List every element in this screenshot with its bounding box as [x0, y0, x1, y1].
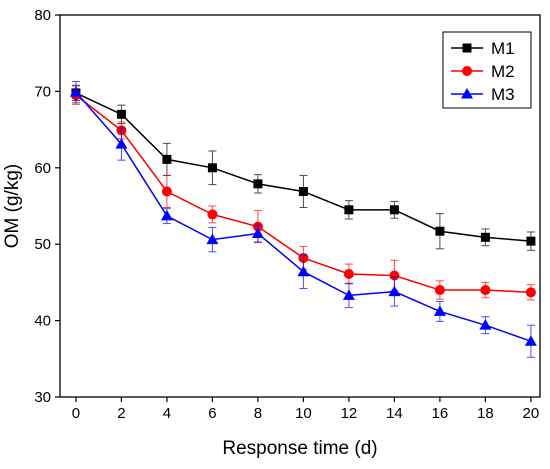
- data-point: [298, 186, 308, 196]
- x-tick-label: 0: [72, 405, 80, 422]
- y-tick-label: 60: [34, 160, 51, 177]
- legend-label: M2: [491, 62, 515, 81]
- data-point: [524, 335, 537, 346]
- y-tick-label: 80: [34, 7, 51, 24]
- data-point: [435, 226, 445, 236]
- x-tick-label: 2: [117, 405, 125, 422]
- y-tick-label: 70: [34, 83, 51, 100]
- y-tick-label: 30: [34, 389, 51, 406]
- data-point: [343, 268, 354, 279]
- x-tick-label: 6: [208, 405, 216, 422]
- data-point: [251, 227, 264, 239]
- x-tick-label: 20: [523, 405, 540, 422]
- data-point: [297, 265, 310, 277]
- x-tick-label: 14: [386, 405, 403, 422]
- data-point: [206, 233, 219, 245]
- data-point: [480, 232, 490, 242]
- y-tick-label: 50: [34, 236, 51, 253]
- series-line: [75, 92, 531, 242]
- data-point: [389, 205, 399, 215]
- legend-item-m1: M1: [451, 39, 515, 58]
- x-axis-title: Response time (d): [222, 438, 377, 459]
- data-point: [480, 285, 491, 296]
- legend: M1 M2 M3: [442, 31, 532, 109]
- data-point: [161, 186, 172, 197]
- data-point: [388, 285, 401, 297]
- x-tick-label: 18: [477, 405, 494, 422]
- data-point: [342, 289, 355, 300]
- legend-item-m3: M3: [451, 85, 515, 104]
- data-point: [525, 287, 536, 298]
- series-layer: [69, 80, 537, 358]
- x-tick-label: 10: [295, 405, 312, 422]
- legend-marker: [462, 66, 472, 76]
- x-tick-label: 8: [254, 405, 262, 422]
- series-line: [75, 91, 532, 342]
- data-point: [479, 319, 492, 330]
- data-point: [162, 154, 172, 164]
- data-point: [207, 163, 217, 173]
- data-point: [160, 209, 173, 221]
- series-m1: [71, 84, 536, 251]
- data-point: [433, 305, 446, 316]
- series-m3: [69, 80, 537, 358]
- x-tick-label: 4: [163, 405, 171, 422]
- data-point: [115, 138, 128, 149]
- data-point: [253, 179, 263, 189]
- data-point: [344, 205, 354, 215]
- x-tick-label: 12: [341, 405, 358, 422]
- legend-label: M1: [491, 39, 515, 58]
- data-point: [389, 270, 400, 281]
- legend-marker: [462, 43, 472, 53]
- x-tick-label: 16: [432, 405, 449, 422]
- legend-marker: [461, 88, 473, 99]
- data-point: [116, 109, 126, 119]
- legend-box: [442, 31, 532, 109]
- data-point: [69, 86, 82, 97]
- plot-frame: [59, 14, 541, 398]
- ticks-layer: 0 2 4 6 8 10 12 14 16 18 20 30 40 50 60 70 80: [34, 7, 539, 422]
- y-axis-title: OM (g/kg): [2, 164, 23, 248]
- data-point: [207, 209, 218, 220]
- y-tick-label: 40: [34, 313, 51, 330]
- data-point: [526, 236, 536, 246]
- legend-item-m2: M2: [451, 62, 515, 81]
- data-point: [434, 285, 445, 296]
- legend-label: M3: [491, 85, 515, 104]
